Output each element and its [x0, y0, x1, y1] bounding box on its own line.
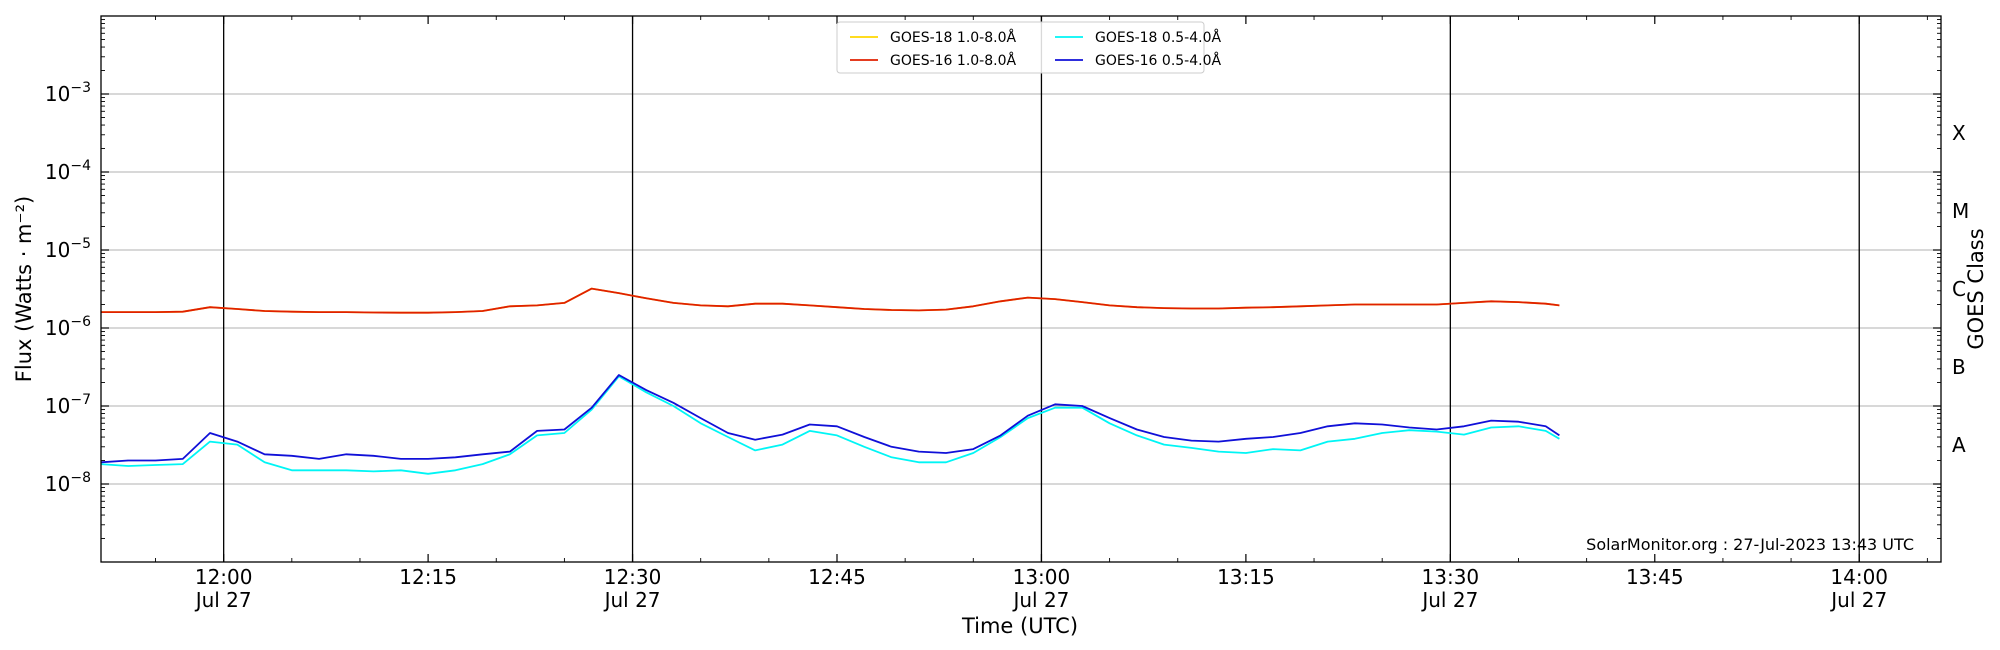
legend-label-goes-16-0-5-4-0: GOES-16 0.5-4.0Å [1095, 52, 1221, 69]
credit-annotation: SolarMonitor.org : 27-Jul-2023 13:43 UTC [1586, 535, 1914, 554]
goes-class-label-X: X [1952, 121, 1966, 145]
legend-label-goes-18-0-5-4-0: GOES-18 0.5-4.0Å [1095, 29, 1221, 46]
x-tick-label-8: 14:00 [1830, 565, 1888, 589]
goes-class-label-C: C [1952, 277, 1966, 301]
x-tick-label-5: 13:15 [1217, 565, 1275, 589]
y-tick-label-4: 10−4 [45, 158, 91, 184]
x-tick-label-6: 13:30 [1422, 565, 1480, 589]
y-axis-right-title: GOES Class [1964, 228, 1988, 349]
x-tick-date-label-4: Jul 27 [1011, 588, 1069, 612]
x-tick-label-0: 12:00 [195, 565, 253, 589]
goes-class-label-B: B [1952, 355, 1966, 379]
legend-label-goes-16-1-0-8-0: GOES-16 1.0-8.0Å [890, 52, 1016, 69]
x-tick-label-3: 12:45 [808, 565, 866, 589]
y-tick-label-5: 10−3 [45, 80, 91, 106]
x-tick-date-label-2: Jul 27 [603, 588, 661, 612]
y-tick-label-1: 10−7 [45, 392, 91, 418]
y-tick-label-2: 10−6 [45, 314, 91, 340]
legend-box [836, 21, 1205, 74]
legend-label-goes-18-1-0-8-0: GOES-18 1.0-8.0Å [890, 29, 1016, 46]
series-line-goes-16-0-5-4-0 [100, 374, 1560, 464]
x-tick-label-7: 13:45 [1626, 565, 1684, 589]
x-tick-label-4: 13:00 [1013, 565, 1071, 589]
y-axis-title: Flux (Watts · m⁻²) [12, 196, 36, 382]
series-line-goes-16-1-0-8-0 [101, 287, 1560, 314]
x-tick-label-1: 12:15 [399, 565, 457, 589]
x-tick-date-label-6: Jul 27 [1420, 588, 1478, 612]
plot-frame [100, 15, 1942, 563]
goes-class-label-M: M [1952, 199, 1969, 223]
y-tick-label-0: 10−8 [45, 470, 91, 496]
x-tick-date-label-8: Jul 27 [1829, 588, 1887, 612]
series-lines [100, 287, 1560, 475]
legend: GOES-18 1.0-8.0Å GOES-16 1.0-8.0Å GOES-18 … [836, 21, 1221, 74]
goes-class-label-A: A [1952, 433, 1966, 457]
grid [101, 16, 1941, 562]
x-axis-title: Time (UTC) [961, 614, 1078, 638]
series-line-goes-18-0-5-4-0 [100, 375, 1560, 475]
x-tick-label-2: 12:30 [604, 565, 662, 589]
x-tick-date-label-0: Jul 27 [194, 588, 252, 612]
y-tick-label-3: 10−5 [45, 236, 91, 262]
